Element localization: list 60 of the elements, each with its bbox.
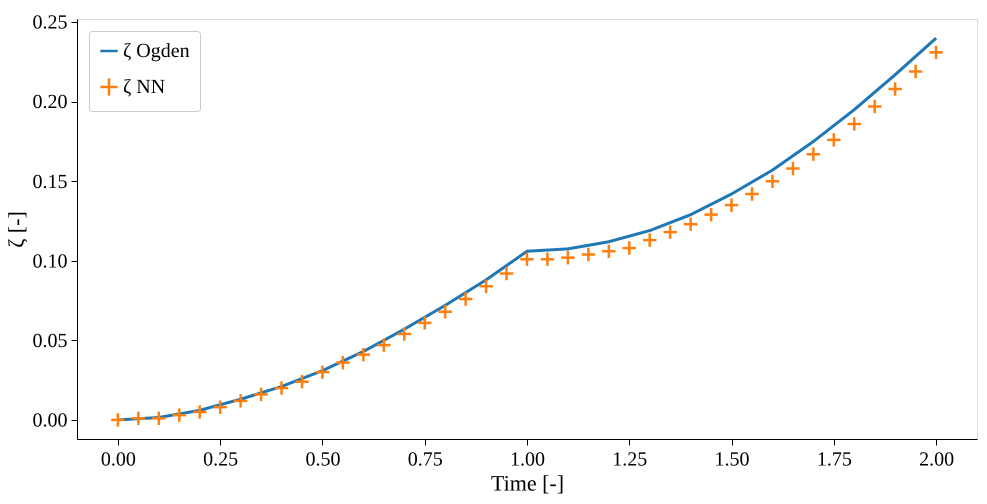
- y-tick-label: 0.20: [32, 91, 68, 114]
- point: [150, 410, 167, 426]
- y-tick-label: 0.05: [32, 330, 68, 352]
- point: [478, 278, 494, 294]
- point: [580, 246, 596, 262]
- y-tick-label: 0.15: [32, 170, 68, 193]
- point: [826, 132, 842, 148]
- point: [274, 380, 290, 396]
- point: [376, 337, 392, 354]
- x-tick-label: 1.75: [816, 448, 852, 470]
- point: [192, 404, 208, 420]
- x-tick-label: 1.25: [612, 448, 648, 470]
- point: [560, 250, 576, 266]
- y-axis-title: ζ [-]: [4, 211, 28, 248]
- point: [682, 216, 699, 232]
- point: [232, 392, 249, 409]
- point: [703, 206, 720, 223]
- point: [458, 291, 474, 307]
- point: [600, 243, 617, 260]
- legend-label: ζ NN: [123, 76, 166, 98]
- x-tick-label: 1.50: [714, 448, 750, 470]
- y-tick-label: 0.00: [32, 409, 68, 432]
- x-tick-label: 1.00: [510, 448, 545, 470]
- point: [334, 354, 351, 371]
- point: [171, 407, 188, 424]
- x-tick-label: 0.50: [305, 448, 340, 470]
- point: [212, 399, 228, 416]
- point: [110, 412, 126, 428]
- y-tick-label: 0.10: [32, 250, 68, 272]
- point: [314, 364, 330, 380]
- point: [539, 251, 556, 268]
- point: [416, 314, 433, 331]
- point: [744, 186, 760, 202]
- point: [355, 346, 372, 363]
- point: [437, 304, 454, 320]
- point: [846, 116, 862, 132]
- point: [784, 160, 801, 177]
- x-axis-title: Time [-]: [490, 470, 564, 496]
- legend-label: ζ Ogden: [123, 40, 190, 62]
- point: [662, 224, 678, 240]
- point: [928, 44, 944, 60]
- point: [887, 81, 904, 97]
- x-tick-label: 0.25: [203, 448, 238, 470]
- point: [498, 266, 515, 282]
- x-tick-label: 2.00: [919, 448, 954, 470]
- y-tick-label: 0.25: [32, 12, 68, 34]
- point: [396, 326, 412, 342]
- point: [519, 251, 535, 268]
- point: [621, 240, 638, 256]
- point: [253, 386, 270, 402]
- x-tick-label: 0.75: [408, 448, 443, 470]
- point: [642, 232, 658, 248]
- point: [805, 146, 822, 162]
- point: [724, 197, 740, 214]
- point: [908, 64, 924, 80]
- point: [764, 173, 780, 190]
- point: [866, 98, 883, 114]
- point: [294, 374, 310, 390]
- point: [130, 410, 146, 426]
- x-tick-label: 0.00: [100, 448, 136, 470]
